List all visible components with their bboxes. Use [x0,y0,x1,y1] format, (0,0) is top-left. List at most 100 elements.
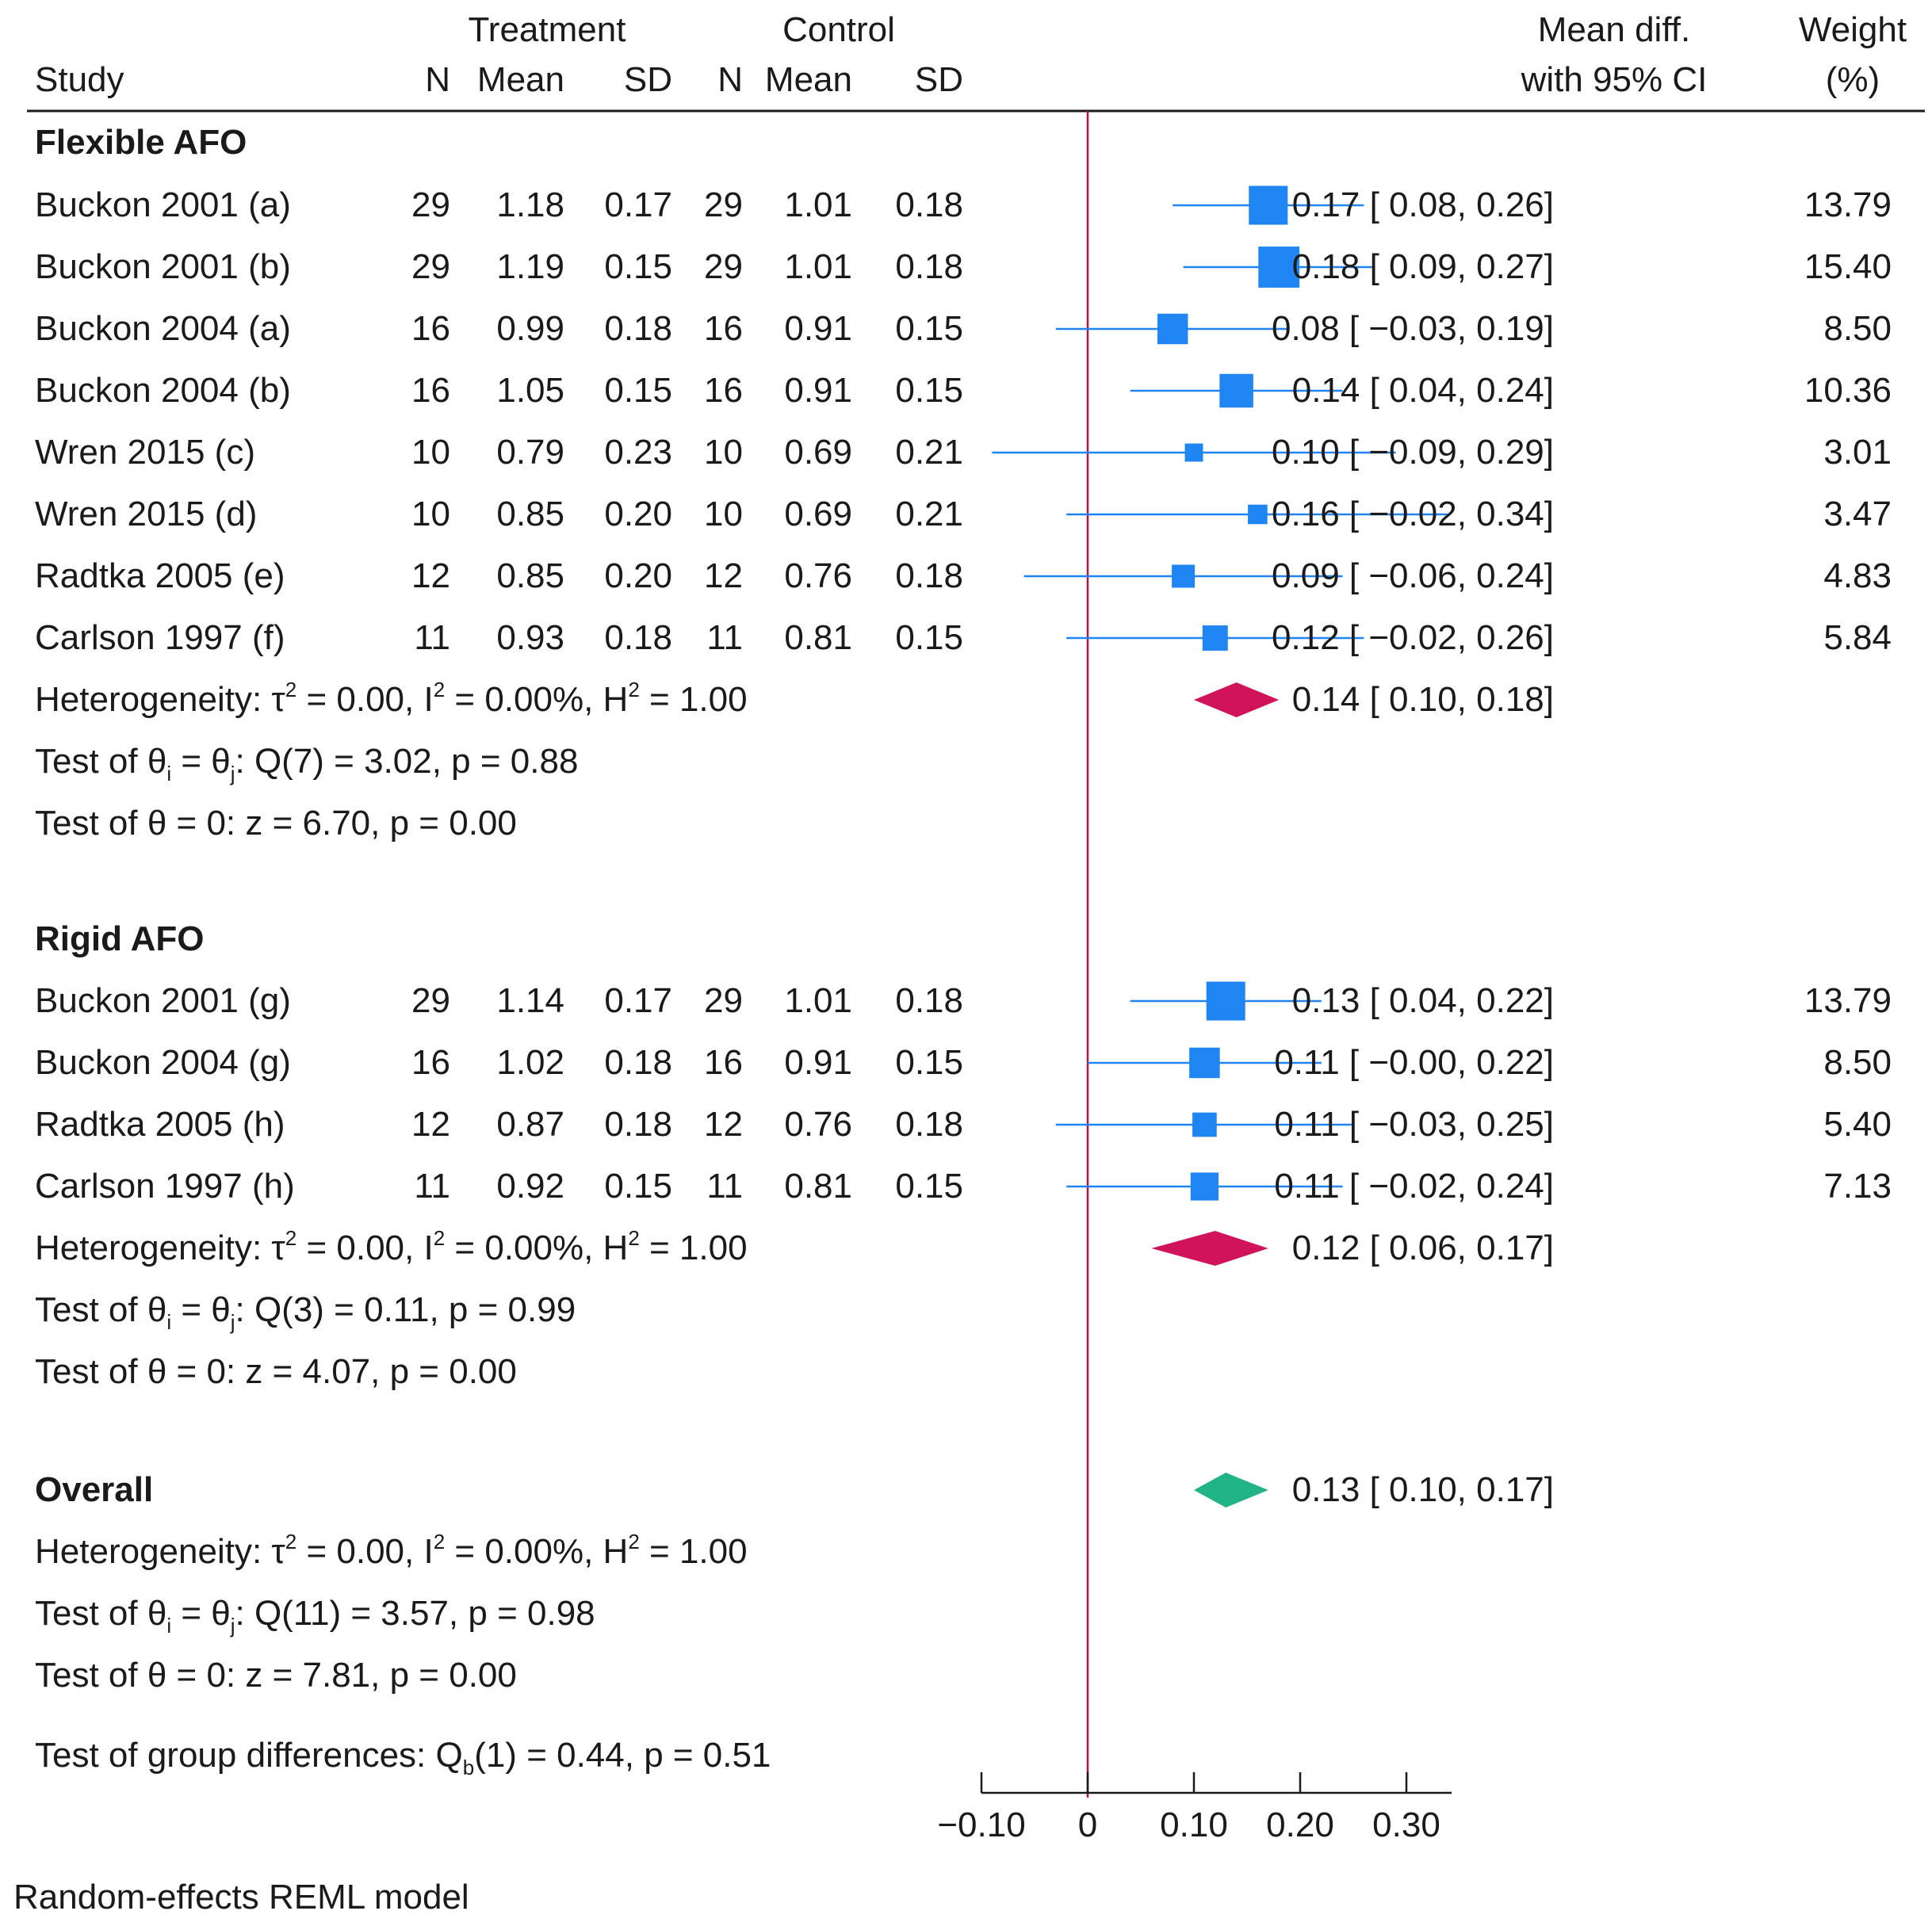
text-segment: = 0.00, I [296,1229,433,1267]
group-1-study-0-control-mean: 1.01 [784,981,852,1020]
group-0-study-7-treatment-n: 11 [414,618,450,657]
x-tick-label-3: 0.20 [1266,1806,1334,1844]
group-0-study-1-treatment-sd: 0.15 [604,247,672,286]
superscript: 2 [628,678,639,701]
text-segment: = θ [171,1290,231,1329]
overall-heterogeneity: Heterogeneity: τ2 = 0.00, I2 = 0.00%, H2… [35,1530,748,1571]
header-study: Study [35,60,124,99]
text-segment: : Q(11) = 3.57, p = 0.98 [235,1594,595,1633]
group-0-study-0-control-n: 29 [704,185,743,224]
group-0-study-4-treatment-mean: 0.79 [496,433,564,472]
text-segment: : Q(7) = 3.02, p = 0.88 [235,742,579,781]
group-1-study-2-control-mean: 0.76 [784,1105,852,1144]
group-0-study-0-treatment-sd: 0.17 [604,185,672,224]
header-treatment-sd: SD [624,60,672,99]
group-1-study-1-ci-text: 0.11 [ −0.00, 0.22] [1274,1043,1554,1082]
superscript: 2 [285,1530,296,1553]
group-0-study-3-control-sd: 0.15 [895,371,963,410]
text-segment: = 0.00, I [296,680,433,719]
group-0-study-7-treatment-mean: 0.93 [496,618,564,657]
group-differences-test: Test of group differences: Qb(1) = 0.44,… [35,1736,771,1779]
header-weight-line1: Weight [1799,10,1907,49]
group-0-study-2-control-mean: 0.91 [784,309,852,348]
group-0-study-2-marker [1157,313,1188,345]
group-0-study-0-weight: 13.79 [1804,185,1892,224]
text-segment: : Q(3) = 0.11, p = 0.99 [235,1290,576,1329]
group-0-study-5-control-n: 10 [704,495,743,533]
group-0-study-6-treatment-mean: 0.85 [496,556,564,595]
group-0-study-4-weight: 3.01 [1823,433,1892,472]
group-0-study-0-control-sd: 0.18 [895,185,963,224]
text-segment: = 0.00, I [296,1532,433,1571]
group-0-study-2-weight: 8.50 [1823,309,1892,348]
group-0-study-3-treatment-mean: 1.05 [496,371,564,410]
group-0-study-4-control-mean: 0.69 [784,433,852,472]
group-1-study-0-control-n: 29 [704,981,743,1020]
group-0-study-7-control-mean: 0.81 [784,618,852,657]
x-tick-label-0: −0.10 [937,1806,1025,1844]
subscript: j [230,1310,235,1334]
header-treatment-mean: Mean [477,60,564,99]
group-1-study-3-weight: 7.13 [1823,1167,1892,1206]
header-weight-line2: (%) [1826,60,1880,99]
group-0-study-1-treatment-n: 29 [411,247,450,286]
group-0-pooled-diamond [1194,682,1280,717]
overall-z-test: Test of θ = 0: z = 7.81, p = 0.00 [35,1656,517,1695]
group-0-z-test: Test of θ = 0: z = 6.70, p = 0.00 [35,804,517,843]
group-1-study-2-treatment-sd: 0.18 [604,1105,672,1144]
group-0-study-1-control-mean: 1.01 [784,247,852,286]
group-0-study-5-treatment-sd: 0.20 [604,495,672,533]
group-0-study-0-treatment-n: 29 [411,185,450,224]
text-segment: Test of group differences: Q [35,1736,463,1775]
footnote: Random-effects REML model [13,1878,469,1916]
header-control-mean: Mean [765,60,852,99]
group-0-study-4-treatment-sd: 0.23 [604,433,672,472]
text-segment: = 1.00 [640,680,748,719]
group-0-study-1-control-sd: 0.18 [895,247,963,286]
group-0-study-1-name: Buckon 2001 (b) [35,247,291,286]
group-0-study-1-control-n: 29 [704,247,743,286]
group-1-study-2-control-n: 12 [704,1105,743,1144]
x-tick-label-2: 0.10 [1160,1806,1228,1844]
superscript: 2 [628,1226,639,1250]
group-0-study-7-marker [1202,625,1228,651]
group-1-study-2-control-sd: 0.18 [895,1105,963,1144]
group-0-study-2-name: Buckon 2004 (a) [35,309,291,348]
group-0-study-6-treatment-sd: 0.20 [604,556,672,595]
group-0-study-4-marker [1184,443,1203,462]
group-1-study-0-treatment-sd: 0.17 [604,981,672,1020]
group-0-study-7-treatment-sd: 0.18 [604,618,672,657]
group-0-study-3-weight: 10.36 [1804,371,1892,410]
group-0-pooled-ci-text: 0.14 [ 0.10, 0.18] [1292,680,1554,719]
group-0-study-0-control-mean: 1.01 [784,185,852,224]
subscript: i [166,1614,171,1637]
superscript: 2 [628,1530,639,1553]
subscript: j [230,762,235,785]
group-1-study-1-name: Buckon 2004 (g) [35,1043,291,1082]
group-1-study-1-treatment-n: 16 [411,1043,450,1082]
group-1-z-test: Test of θ = 0: z = 4.07, p = 0.00 [35,1352,517,1391]
group-1-study-3-treatment-n: 11 [414,1167,450,1206]
overall-ci-text: 0.13 [ 0.10, 0.17] [1292,1470,1554,1509]
group-1-study-3-control-mean: 0.81 [784,1167,852,1206]
group-0-study-1-marker [1258,246,1300,288]
group-1-heterogeneity: Heterogeneity: τ2 = 0.00, I2 = 0.00%, H2… [35,1226,748,1267]
group-0-study-4-name: Wren 2015 (c) [35,433,255,472]
group-0-study-2-treatment-mean: 0.99 [496,309,564,348]
group-0-study-2-ci-text: 0.08 [ −0.03, 0.19] [1272,309,1554,348]
group-0-study-7-control-sd: 0.15 [895,618,963,657]
group-0-study-7-name: Carlson 1997 (f) [35,618,285,657]
group-0-study-6-ci-text: 0.09 [ −0.06, 0.24] [1272,556,1554,595]
group-0-study-6-marker [1172,564,1196,588]
overall-diamond [1194,1473,1268,1508]
group-0-study-4-ci-text: 0.10 [ −0.09, 0.29] [1272,433,1554,472]
group-1-study-0-marker [1206,981,1245,1021]
header-treatment-n: N [425,60,450,99]
text-segment: = 0.00%, H [445,1532,628,1571]
group-0-study-7-ci-text: 0.12 [ −0.02, 0.26] [1272,618,1554,657]
group-1-study-2-marker [1192,1112,1217,1137]
text-segment: Test of θ [35,1594,166,1633]
group-0-study-5-control-mean: 0.69 [784,495,852,533]
header-effect-line1: Mean diff. [1538,10,1690,49]
group-1-study-3-ci-text: 0.11 [ −0.02, 0.24] [1274,1167,1554,1206]
